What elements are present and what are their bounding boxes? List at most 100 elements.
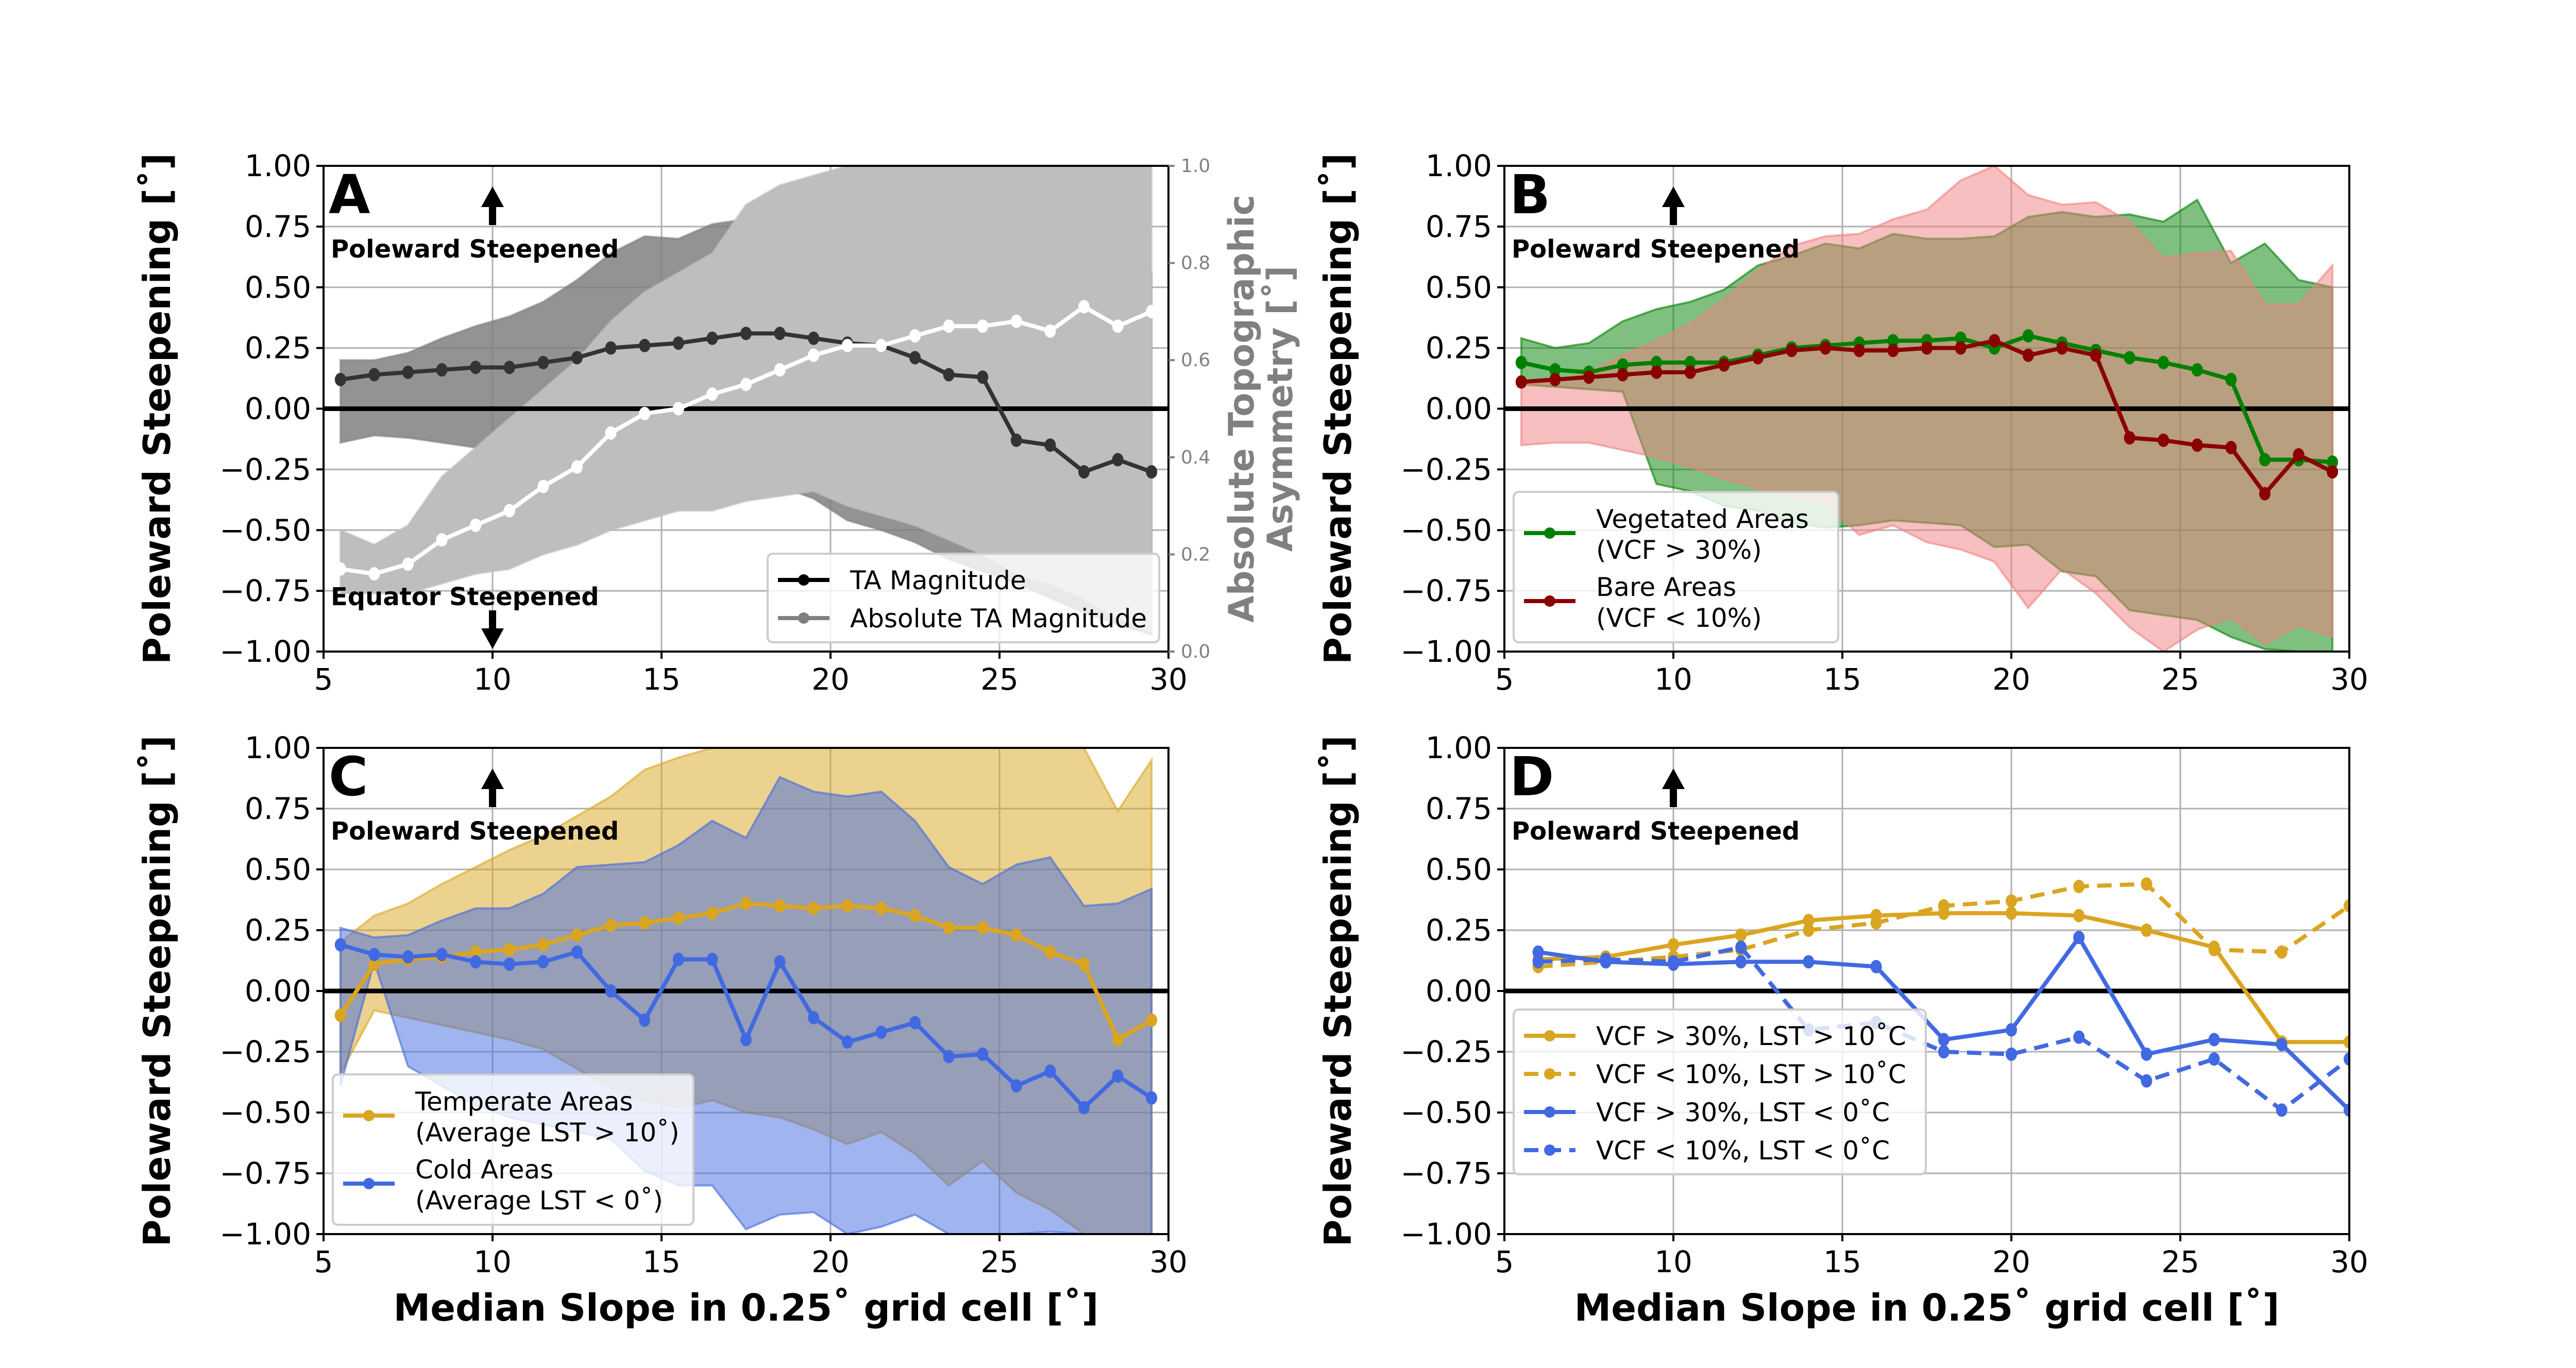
data-point [2259, 453, 2270, 467]
data-point [1078, 300, 1090, 314]
data-point [740, 1033, 752, 1047]
y-tick-label: −0.50 [1400, 512, 1492, 548]
legend-label: VCF > 30%, LST > 10˚C [1596, 1021, 1906, 1051]
y-tick-label: 0.75 [1426, 209, 1492, 244]
data-point [2191, 438, 2203, 452]
data-point [402, 950, 414, 964]
arrow-up-icon [1662, 768, 1685, 807]
data-point [740, 897, 752, 911]
data-point [977, 319, 989, 333]
x-tick-label: 20 [1992, 662, 2030, 697]
data-point [1820, 341, 1832, 355]
data-point [436, 948, 448, 962]
data-point [1921, 341, 1933, 355]
legend-label-line2: (VCF < 10%) [1596, 603, 1762, 633]
y-tick-label: −1.00 [219, 1217, 311, 1252]
data-point [875, 1025, 887, 1039]
x-axis-label: Median Slope in 0.25˚ grid cell [˚] [394, 1286, 1099, 1329]
y-tick-label: −0.50 [219, 1095, 311, 1130]
y2-tick-label: 0.2 [1181, 544, 1210, 565]
y-tick-label: −1.00 [1400, 1217, 1492, 1252]
legend-label-line2: (Average LST < 0˚) [415, 1186, 663, 1216]
data-point [2022, 329, 2034, 343]
x-tick-label: 5 [314, 1244, 333, 1279]
data-point [977, 921, 989, 935]
data-point [1146, 465, 1158, 479]
data-point [1146, 1013, 1158, 1027]
y-tick-label: 1.00 [245, 148, 311, 183]
data-point [2208, 943, 2220, 956]
data-point [706, 387, 718, 401]
x-tick-label: 25 [980, 1244, 1019, 1279]
x-tick-label: 30 [2330, 662, 2368, 697]
data-point [672, 952, 684, 966]
y-tick-label: −0.25 [219, 452, 311, 487]
data-point [1078, 957, 1090, 971]
y-tick-label: −1.00 [1400, 634, 1492, 669]
legend-box [1513, 1008, 1927, 1175]
data-point [909, 1016, 921, 1030]
data-point [470, 945, 482, 959]
data-point [470, 955, 482, 969]
data-point [605, 918, 617, 932]
data-point [368, 948, 380, 962]
data-point [605, 341, 617, 355]
data-point [841, 899, 853, 913]
data-point [2073, 931, 2085, 945]
y-tick-label: 0.00 [1426, 973, 1492, 1008]
data-point [706, 331, 718, 345]
y-axis-label: Poleward Steepening [˚] [1316, 736, 1360, 1247]
data-point [2141, 1074, 2153, 1088]
y-tick-label: 0.00 [245, 391, 311, 426]
data-point [1078, 465, 1090, 479]
y-tick-label: 1.00 [245, 730, 311, 765]
legend: Vegetated Areas(VCF > 30%) Bare Areas(VCF… [1513, 491, 1839, 643]
data-point [2006, 1023, 2017, 1037]
y2-tick-label: 0.4 [1181, 447, 1210, 468]
plot-area [1504, 877, 2349, 1117]
legend: Temperate Areas(Average LST > 10˚) Cold A… [332, 1073, 694, 1226]
data-point [1887, 344, 1899, 357]
data-point [571, 945, 583, 959]
data-point [1010, 1079, 1022, 1093]
data-point [1938, 1045, 1950, 1058]
data-point [2073, 1030, 2085, 1044]
plot-area [324, 166, 1168, 636]
x-axis-label: Median Slope in 0.25˚ grid cell [˚] [1574, 1286, 2280, 1329]
data-point [334, 372, 346, 386]
legend: TA Magnitude Absolute TA Magnitude [767, 553, 1160, 643]
data-point [639, 1013, 651, 1027]
data-point [1112, 319, 1124, 333]
data-point [2276, 1103, 2287, 1117]
x-tick-label: 20 [1992, 1244, 2030, 1279]
y-tick-label: 0.25 [1426, 913, 1492, 948]
legend-box [332, 1073, 694, 1226]
data-point [2276, 945, 2287, 959]
data-point [875, 338, 887, 352]
data-point [1515, 355, 1527, 369]
data-point [1735, 955, 1747, 969]
y-tick-label: −1.00 [219, 634, 311, 669]
x-tick-label: 10 [473, 1244, 512, 1279]
data-point [774, 899, 786, 913]
legend-box [1513, 491, 1839, 643]
data-point [2124, 431, 2136, 445]
y2-tick-label: 1.0 [1181, 156, 1210, 177]
data-point [2276, 1037, 2287, 1051]
panel-letter: A [329, 163, 370, 226]
data-point [1955, 341, 1967, 355]
x-tick-label: 30 [1149, 662, 1188, 697]
x-tick-label: 20 [811, 1244, 850, 1279]
data-point [808, 901, 820, 915]
legend-marker [1544, 595, 1555, 607]
y-tick-label: −0.25 [1400, 1034, 1492, 1069]
y2-axis-label-line1: Absolute Topographic [1222, 195, 1262, 623]
legend-label-line1: Temperate Areas [415, 1087, 633, 1117]
arrow-up-icon [1662, 186, 1685, 225]
x-tick-label: 25 [2161, 662, 2199, 697]
data-point [436, 533, 448, 547]
y-tick-label: −0.50 [1400, 1095, 1492, 1130]
data-point [2293, 448, 2304, 462]
data-point [1112, 1033, 1124, 1047]
